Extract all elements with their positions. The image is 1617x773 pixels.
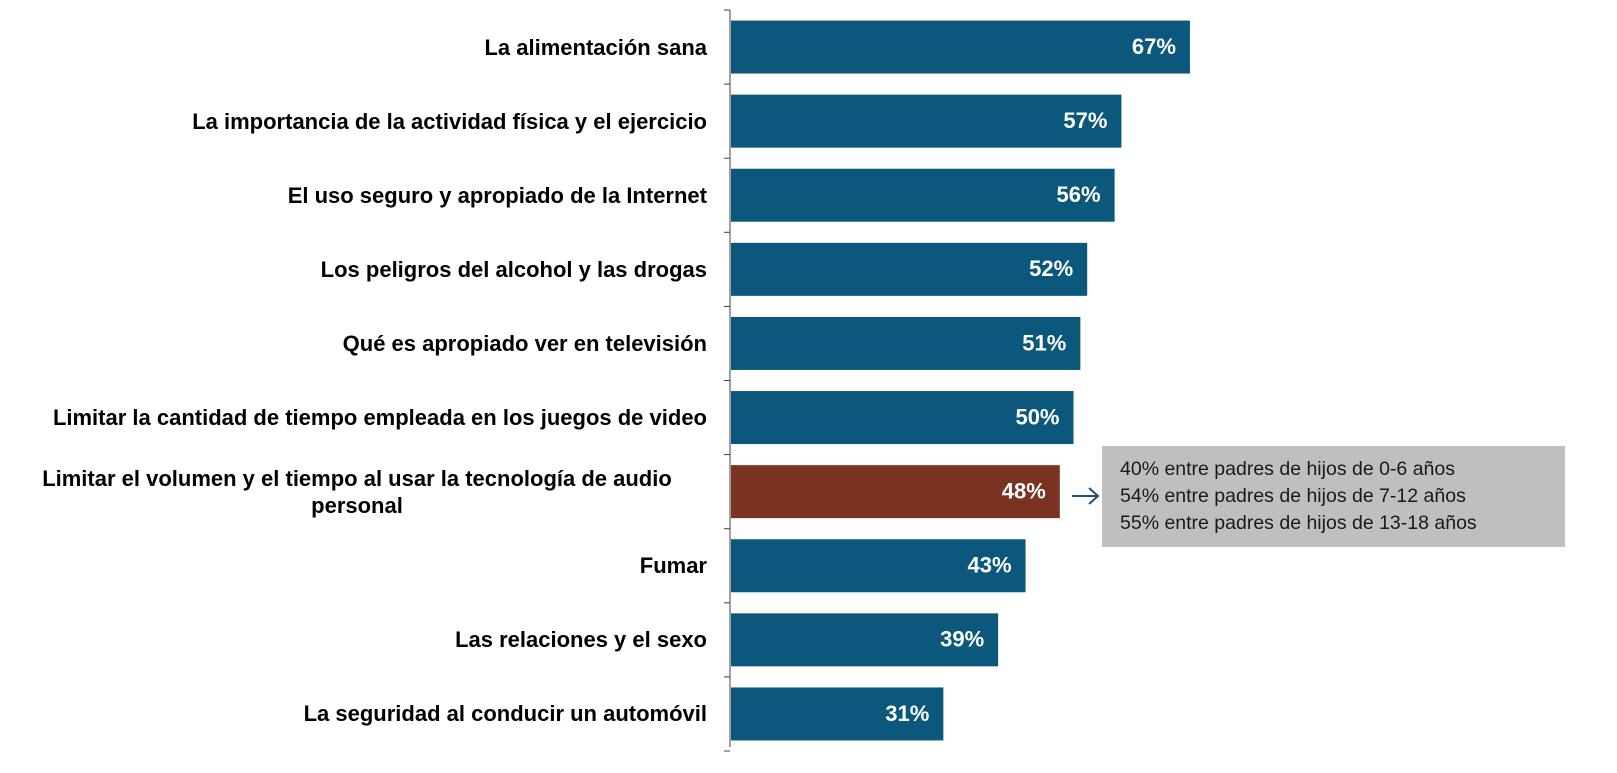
category-label: La importancia de la actividad física y …: [192, 108, 707, 134]
bar: [731, 391, 1074, 445]
value-label: 52%: [1029, 256, 1073, 281]
category-label-box: La seguridad al conducir un automóvil: [7, 677, 707, 751]
bar: [731, 242, 1088, 296]
annotation-arrow: [1072, 487, 1100, 505]
value-label: 50%: [1015, 404, 1059, 429]
value-label: 51%: [1022, 330, 1066, 355]
annotation-line: 54% entre padres de hijos de 7-12 años: [1120, 485, 1466, 507]
value-label: 48%: [1002, 478, 1046, 503]
category-label-box: El uso seguro y apropiado de la Internet: [7, 158, 707, 232]
category-label-box: La alimentación sana: [7, 10, 707, 84]
value-label: 67%: [1132, 34, 1176, 59]
annotation-line: 55% entre padres de hijos de 13-18 años: [1120, 512, 1477, 534]
category-label: El uso seguro y apropiado de la Internet: [287, 182, 707, 208]
category-label: Los peligros del alcohol y las drogas: [320, 256, 707, 282]
bar: [731, 539, 1026, 593]
category-label-box: Los peligros del alcohol y las drogas: [7, 232, 707, 306]
bar: [731, 687, 944, 741]
value-label: 43%: [968, 553, 1012, 578]
value-label: 57%: [1063, 108, 1107, 133]
category-label-box: Qué es apropiado ver en televisión: [7, 306, 707, 380]
value-label: 31%: [885, 701, 929, 726]
category-label: La seguridad al conducir un automóvil: [303, 701, 707, 727]
bar: [731, 613, 999, 667]
category-label: La alimentación sana: [484, 34, 707, 60]
category-label-box: Fumar: [7, 529, 707, 603]
value-label: 39%: [940, 627, 984, 652]
category-label-box: Las relaciones y el sexo: [7, 603, 707, 677]
bar: [731, 168, 1115, 222]
category-label-box: Limitar el volumen y el tiempo al usar l…: [7, 455, 707, 529]
category-label: Fumar: [639, 553, 707, 579]
category-label: Las relaciones y el sexo: [455, 627, 707, 653]
annotation-line: 40% entre padres de hijos de 0-6 años: [1120, 458, 1455, 480]
category-label: Limitar el volumen y el tiempo al usar l…: [42, 465, 672, 518]
category-label: Qué es apropiado ver en televisión: [342, 330, 707, 356]
bar: [731, 20, 1190, 74]
bar: [731, 94, 1122, 148]
category-label: Limitar la cantidad de tiempo empleada e…: [52, 405, 707, 430]
category-label-box: Limitar la cantidad de tiempo empleada e…: [7, 381, 707, 455]
category-label-box: La importancia de la actividad física y …: [7, 84, 707, 158]
value-label: 56%: [1057, 182, 1101, 207]
annotation-box: 40% entre padres de hijos de 0-6 años 54…: [1102, 446, 1565, 547]
bar: [731, 316, 1081, 370]
bar: [731, 465, 1060, 519]
